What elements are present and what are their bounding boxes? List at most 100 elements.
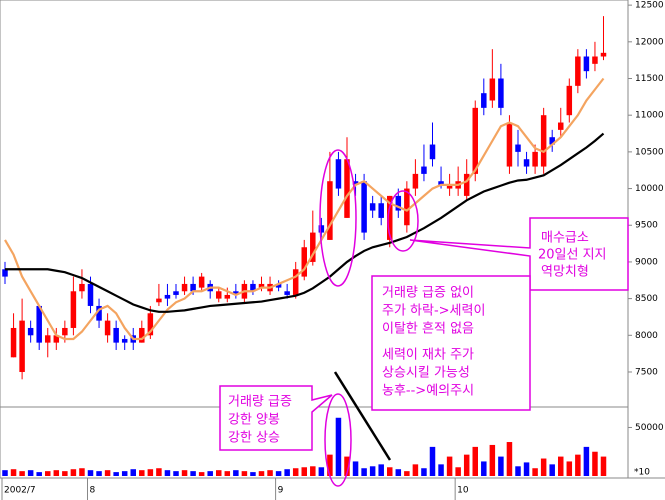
volume-bar xyxy=(583,446,590,476)
candle-body xyxy=(446,184,453,189)
volume-unit-label: *10 xyxy=(634,468,650,478)
y-tick-label: 11500 xyxy=(635,74,664,84)
volume-bar xyxy=(36,472,42,476)
candle-body xyxy=(258,283,265,288)
candle-body xyxy=(79,283,85,292)
volume-bar xyxy=(318,467,325,476)
candle-body xyxy=(284,291,290,295)
callout-box xyxy=(219,385,333,451)
volume-bar xyxy=(540,458,547,476)
candle-body xyxy=(104,320,111,336)
callout-box xyxy=(371,275,531,411)
candle-body xyxy=(318,225,325,233)
candle-body xyxy=(301,247,307,277)
candle-body xyxy=(190,283,196,292)
volume-bar xyxy=(216,470,222,476)
y-tick-label: 10000 xyxy=(635,184,664,194)
volume-bar xyxy=(523,462,530,476)
volume-bar xyxy=(130,469,136,476)
volume-bar xyxy=(592,451,598,476)
annotation-text: 상승시킬 가능성 xyxy=(382,366,470,381)
volume-bar xyxy=(87,470,94,476)
volume-bar xyxy=(438,464,444,476)
callout-box xyxy=(409,217,629,291)
annotation-text: 매수급소 xyxy=(541,231,589,246)
x-tick-label: 2002/7 xyxy=(4,486,36,496)
candle-body xyxy=(121,338,128,343)
candle-body xyxy=(506,122,513,167)
candle-body xyxy=(87,283,94,306)
candle-body xyxy=(36,305,42,343)
volume-bar xyxy=(301,467,307,476)
candle-body xyxy=(233,291,239,295)
volume-bar xyxy=(369,466,376,476)
volume-bar xyxy=(19,471,25,476)
annotation-text: 역망치형 xyxy=(541,265,589,280)
candle-body xyxy=(600,52,607,57)
candle-body xyxy=(540,115,547,167)
volume-bar xyxy=(113,472,119,476)
annotation-text: 거래량 급증 없이 xyxy=(382,286,474,301)
volume-bar xyxy=(481,461,487,476)
annotation-text: 농후-->예의주시 xyxy=(382,384,474,399)
candle-body xyxy=(532,151,538,167)
volume-bar xyxy=(566,461,573,476)
candle-body xyxy=(412,173,419,189)
volume-bar xyxy=(404,471,410,476)
candle-body xyxy=(113,327,119,343)
annotation-text: 강한 양봉 xyxy=(228,413,280,428)
candle-body xyxy=(463,173,470,196)
annotation-text: 20일선 지지 xyxy=(538,248,607,263)
x-tick-label: 9 xyxy=(278,486,284,496)
volume-bar xyxy=(532,468,538,476)
candle-body xyxy=(173,291,179,295)
candle-body xyxy=(387,195,393,240)
volume-bar xyxy=(378,464,384,476)
volume-bar xyxy=(352,461,359,476)
volume-bar xyxy=(412,464,419,476)
annotation-text: 이탈한 흔적 없음 xyxy=(382,322,474,337)
volume-bar xyxy=(292,468,299,476)
volume-bar xyxy=(395,469,402,476)
volume-bar xyxy=(207,471,213,476)
volume-bar xyxy=(198,472,205,476)
highlight-ellipse xyxy=(324,393,352,487)
volume-bar xyxy=(498,456,504,476)
volume-bar xyxy=(558,456,564,476)
pointer-line xyxy=(333,371,392,461)
candle-body xyxy=(147,313,154,336)
volume-bar xyxy=(506,442,513,476)
candle-body xyxy=(421,166,427,174)
volume-bar xyxy=(344,456,350,476)
volume-bar xyxy=(104,470,111,476)
volume-bar xyxy=(53,470,60,476)
x-tick-label: 8 xyxy=(90,486,96,496)
volume-bar xyxy=(600,456,607,476)
volume-bar xyxy=(549,464,555,476)
volume-bar xyxy=(463,454,470,476)
y-tick-label: 12000 xyxy=(635,37,664,47)
volume-bar xyxy=(147,469,154,476)
volume-bar xyxy=(27,470,34,476)
annotation-text: 강한 상승 xyxy=(228,431,280,446)
candle-body xyxy=(404,188,410,226)
volume-bar xyxy=(224,471,231,476)
candle-body xyxy=(181,283,188,292)
volume-bar xyxy=(156,468,162,476)
annotation-text: 거래량 급증 xyxy=(228,395,292,410)
candle-body xyxy=(27,327,34,336)
candle-body xyxy=(549,137,555,145)
candle-body xyxy=(198,276,205,288)
candle-body xyxy=(369,203,376,211)
candle-body xyxy=(361,181,367,233)
candle-body xyxy=(10,327,17,358)
volume-bar xyxy=(421,468,427,476)
candle-body xyxy=(310,232,316,262)
volume-bar xyxy=(267,470,273,476)
volume-bar xyxy=(489,444,496,476)
volume-bar xyxy=(275,471,282,476)
volume-bar xyxy=(190,471,196,476)
volume-bar xyxy=(181,470,188,476)
y-tick-label: 8500 xyxy=(635,294,658,304)
candle-body xyxy=(395,195,402,211)
